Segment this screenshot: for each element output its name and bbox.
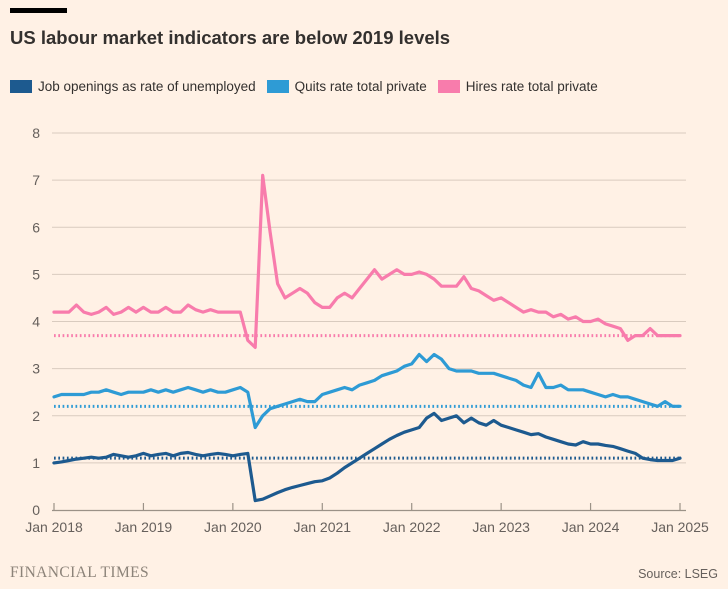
series-line-hires-rate: [52, 173, 682, 349]
y-tick-label-3: 3: [32, 361, 40, 377]
x-tick-label-1: Jan 2019: [115, 519, 173, 535]
legend-label: Job openings as rate of unemployed: [38, 79, 256, 94]
legend-item-hires-rate: Hires rate total private: [437, 79, 598, 94]
legend-swatch: [10, 80, 32, 93]
y-tick-label-8: 8: [32, 125, 40, 141]
legend-label: Hires rate total private: [465, 79, 598, 94]
legend-swatch: [266, 80, 289, 93]
y-tick-label-5: 5: [32, 266, 40, 282]
y-tick-label-7: 7: [32, 172, 40, 188]
x-tick-label-3: Jan 2021: [293, 519, 351, 535]
source-label: Source: LSEG: [638, 567, 718, 581]
legend-item-job-openings: Job openings as rate of unemployed: [10, 79, 256, 94]
x-tick-label-4: Jan 2022: [383, 519, 441, 535]
series-line-quits-rate: [52, 352, 682, 430]
y-tick-label-1: 1: [32, 455, 40, 471]
y-tick-label-6: 6: [32, 219, 40, 235]
chart-title: US labour market indicators are below 20…: [10, 27, 451, 48]
y-tick-label-0: 0: [32, 502, 40, 518]
legend-item-quits-rate: Quits rate total private: [266, 79, 427, 94]
x-tick-label-6: Jan 2024: [562, 519, 620, 535]
legend-swatch: [437, 80, 460, 93]
series-line-job-openings: [52, 411, 682, 503]
y-tick-label-2: 2: [32, 408, 40, 424]
accent-bar: [10, 8, 67, 13]
legend: Job openings as rate of unemployed Quits …: [10, 79, 598, 94]
ft-wordmark: FINANCIAL TIMES: [10, 564, 150, 581]
x-tick-label-0: Jan 2018: [25, 519, 83, 535]
x-tick-label-7: Jan 2025: [651, 519, 709, 535]
legend-label: Quits rate total private: [294, 79, 427, 94]
x-tick-label-2: Jan 2020: [204, 519, 262, 535]
y-tick-label-4: 4: [32, 314, 40, 330]
x-tick-label-5: Jan 2023: [472, 519, 530, 535]
